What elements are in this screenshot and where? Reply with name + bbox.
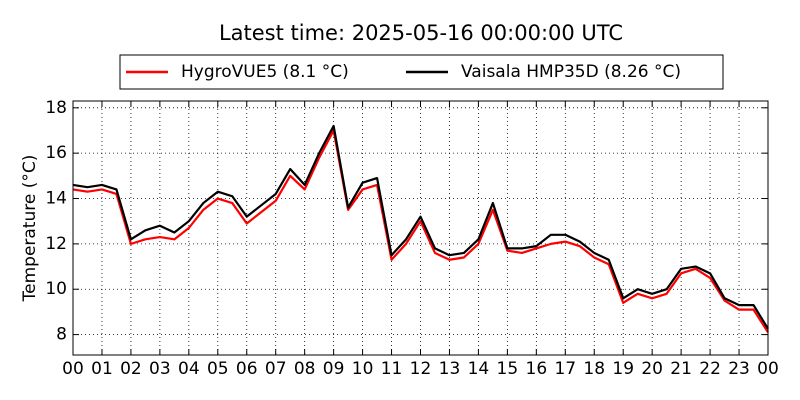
x-tick-label: 02 [120, 359, 142, 379]
x-tick-label: 08 [294, 359, 316, 379]
x-tick-label: 23 [728, 359, 750, 379]
chart-title: Latest time: 2025-05-16 00:00:00 UTC [219, 21, 623, 45]
x-tick-label: 00 [757, 359, 779, 379]
x-tick-label: 11 [381, 359, 403, 379]
y-tick-label: 10 [45, 279, 67, 299]
legend-label: Vaisala HMP35D (8.26 °C) [461, 62, 681, 82]
y-tick-label: 14 [45, 189, 67, 209]
x-tick-label: 20 [641, 359, 663, 379]
x-tick-label: 05 [207, 359, 229, 379]
x-tick-label: 09 [323, 359, 345, 379]
y-tick-label: 16 [45, 143, 67, 163]
x-tick-label: 15 [497, 359, 519, 379]
x-tick-label: 14 [468, 359, 490, 379]
series-line [72, 129, 769, 333]
y-tick-label: 18 [45, 98, 67, 118]
x-tick-label: 17 [554, 359, 576, 379]
x-tick-label: 21 [670, 359, 692, 379]
x-tick-label: 22 [699, 359, 721, 379]
x-tick-label: 16 [526, 359, 548, 379]
x-tick-label: 00 [62, 359, 84, 379]
plot-frame [72, 100, 769, 356]
y-tick-label: 8 [56, 325, 67, 345]
x-tick-label: 04 [178, 359, 200, 379]
x-tick-label: 03 [149, 359, 171, 379]
x-tick-label: 12 [410, 359, 432, 379]
y-axis-label: Temperature (°C) [20, 155, 40, 303]
x-tick-label: 13 [439, 359, 461, 379]
x-tick-label: 07 [265, 359, 287, 379]
x-tick-label: 19 [612, 359, 634, 379]
series-line [72, 124, 769, 330]
x-tick-label: 10 [352, 359, 374, 379]
x-tick-label: 18 [583, 359, 605, 379]
x-tick-label: 06 [236, 359, 258, 379]
x-tick-label: 01 [91, 359, 113, 379]
y-tick-label: 12 [45, 234, 67, 254]
legend-label: HygroVUE5 (8.1 °C) [181, 62, 349, 82]
